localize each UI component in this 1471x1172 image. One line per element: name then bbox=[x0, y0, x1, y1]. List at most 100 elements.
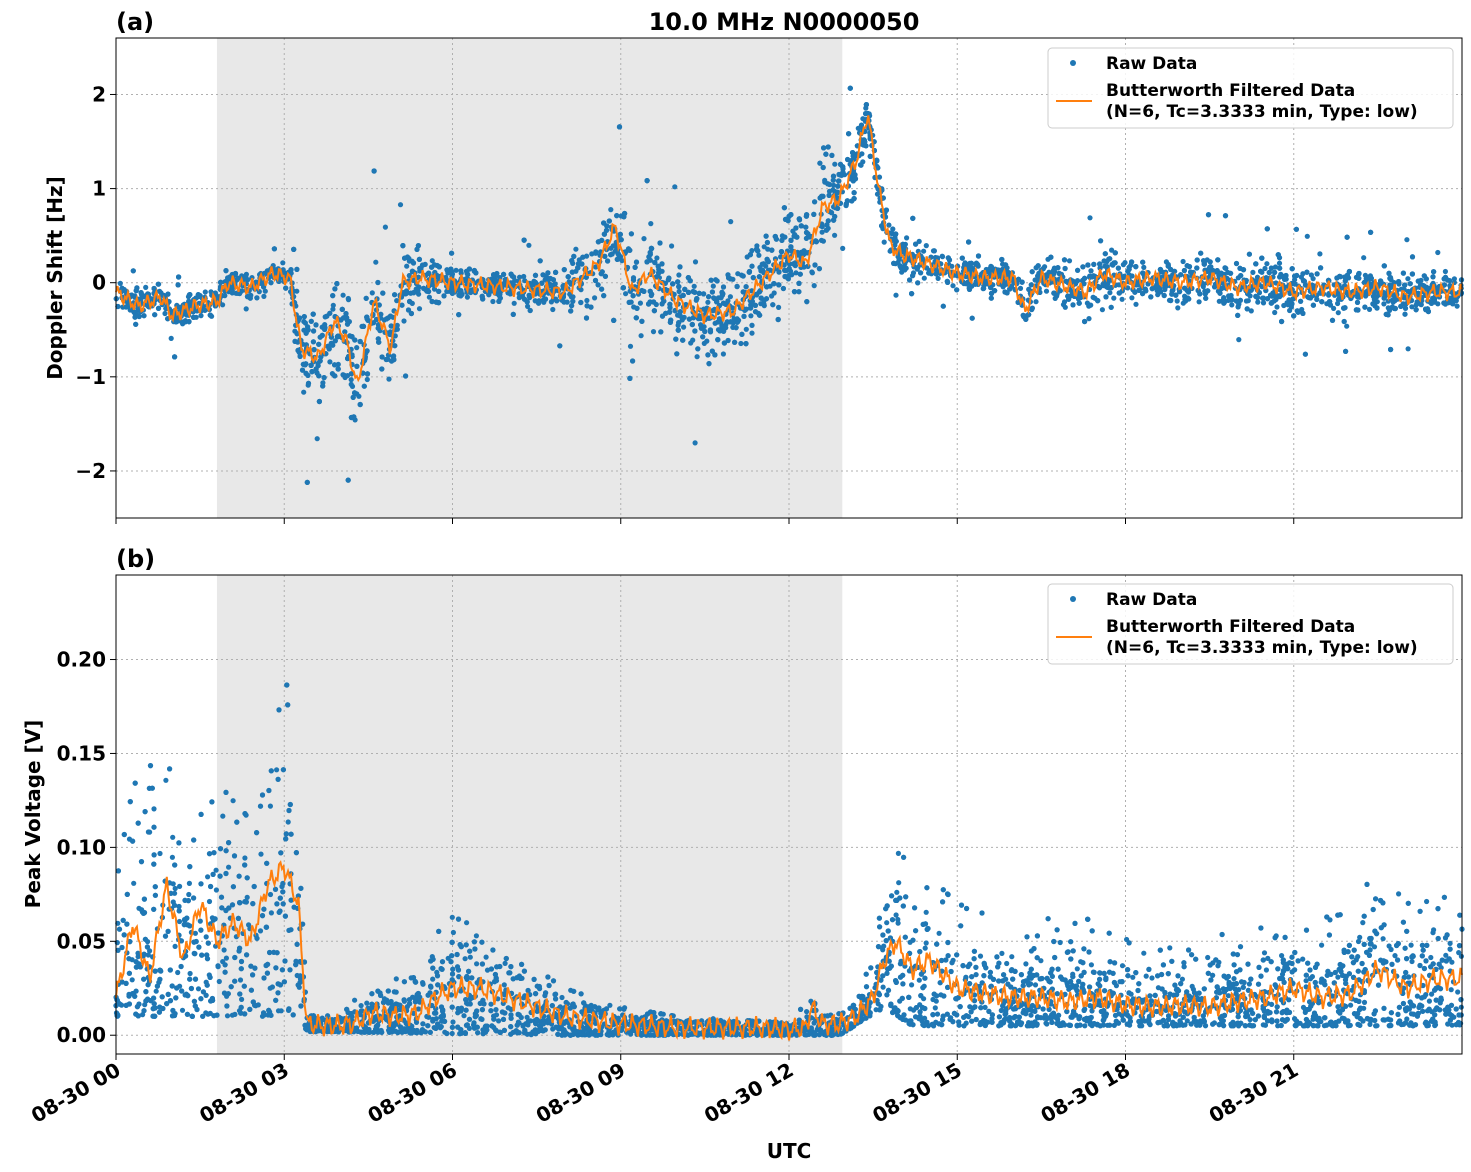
raw-data-point bbox=[659, 301, 665, 307]
raw-data-point bbox=[1098, 238, 1104, 244]
raw-data-point bbox=[361, 383, 367, 389]
raw-data-point bbox=[721, 340, 728, 346]
raw-data-point bbox=[1028, 282, 1034, 288]
raw-data-point bbox=[155, 281, 161, 287]
raw-data-point bbox=[295, 347, 301, 353]
raw-data-point bbox=[804, 299, 810, 305]
raw-data-point bbox=[1409, 304, 1415, 310]
raw-data-point bbox=[1389, 304, 1395, 310]
raw-data-point bbox=[881, 239, 887, 245]
raw-data-point bbox=[1196, 299, 1202, 305]
raw-data-point bbox=[1308, 272, 1314, 278]
raw-data-point bbox=[931, 248, 937, 254]
raw-data-point bbox=[262, 288, 268, 294]
raw-data-point bbox=[734, 283, 740, 290]
raw-data-point bbox=[1096, 285, 1103, 291]
raw-data-point bbox=[508, 271, 514, 277]
raw-data-point bbox=[675, 327, 681, 333]
raw-data-point bbox=[764, 256, 770, 262]
raw-data-point bbox=[846, 131, 852, 137]
raw-data-point bbox=[855, 125, 861, 131]
raw-data-point bbox=[1099, 307, 1105, 313]
raw-data-point bbox=[1317, 251, 1323, 257]
raw-data-point bbox=[709, 289, 716, 295]
raw-data-point bbox=[1309, 293, 1316, 299]
raw-data-point bbox=[836, 178, 842, 184]
raw-data-point bbox=[1441, 276, 1447, 282]
raw-data-point bbox=[828, 210, 835, 216]
raw-data-point bbox=[301, 389, 307, 395]
raw-data-point bbox=[1423, 306, 1429, 312]
raw-data-point bbox=[1405, 346, 1411, 352]
raw-data-point bbox=[826, 192, 832, 198]
raw-data-point bbox=[756, 274, 763, 280]
raw-data-point bbox=[728, 219, 734, 225]
raw-data-point bbox=[1272, 269, 1278, 275]
raw-data-point bbox=[763, 233, 769, 239]
raw-data-point bbox=[1091, 261, 1097, 267]
raw-data-point bbox=[1363, 293, 1369, 299]
raw-data-point bbox=[939, 253, 945, 259]
raw-data-point bbox=[569, 303, 575, 309]
raw-data-point bbox=[1409, 254, 1416, 260]
raw-data-point bbox=[650, 329, 657, 335]
raw-data-point bbox=[727, 294, 734, 300]
raw-data-point bbox=[825, 181, 831, 187]
raw-data-point bbox=[532, 272, 539, 278]
raw-data-point bbox=[630, 293, 636, 299]
raw-data-point bbox=[526, 242, 532, 248]
raw-data-point bbox=[1205, 212, 1212, 218]
raw-data-point bbox=[536, 298, 542, 304]
raw-data-point bbox=[940, 303, 946, 309]
raw-data-point bbox=[592, 277, 599, 284]
raw-data-point bbox=[1413, 302, 1419, 308]
raw-data-point bbox=[1116, 290, 1122, 296]
raw-data-point bbox=[458, 270, 464, 276]
raw-data-point bbox=[310, 339, 316, 345]
raw-data-point bbox=[330, 302, 336, 308]
raw-data-point bbox=[280, 260, 286, 266]
raw-data-point bbox=[152, 312, 158, 318]
raw-data-point bbox=[1205, 288, 1211, 294]
raw-data-point bbox=[1035, 263, 1041, 269]
raw-data-point bbox=[851, 196, 857, 202]
raw-data-point bbox=[891, 260, 897, 266]
raw-data-point bbox=[356, 393, 362, 399]
raw-data-point bbox=[1133, 264, 1139, 270]
raw-data-point bbox=[667, 319, 674, 325]
raw-data-point bbox=[676, 272, 682, 278]
raw-data-point bbox=[449, 250, 455, 256]
raw-data-point bbox=[322, 325, 328, 331]
raw-data-point bbox=[397, 202, 404, 208]
raw-data-point bbox=[511, 300, 517, 306]
raw-data-point bbox=[254, 295, 260, 301]
raw-data-point bbox=[345, 477, 351, 483]
raw-data-point bbox=[1126, 266, 1132, 272]
raw-data-point bbox=[327, 359, 333, 365]
raw-data-point bbox=[521, 273, 527, 280]
raw-data-point bbox=[1033, 299, 1039, 305]
raw-data-point bbox=[769, 293, 775, 299]
raw-data-point bbox=[617, 231, 623, 237]
raw-data-point bbox=[441, 293, 447, 299]
raw-data-point bbox=[354, 345, 360, 351]
raw-data-point bbox=[830, 173, 837, 179]
raw-data-point bbox=[1090, 294, 1096, 300]
raw-data-point bbox=[340, 292, 346, 298]
raw-data-point bbox=[256, 289, 262, 295]
raw-data-point bbox=[710, 283, 716, 289]
raw-data-point bbox=[1184, 263, 1190, 269]
raw-data-point bbox=[701, 291, 707, 297]
raw-data-point bbox=[698, 322, 704, 328]
raw-data-point bbox=[820, 238, 827, 244]
raw-data-point bbox=[1404, 237, 1410, 243]
raw-data-point bbox=[680, 337, 686, 343]
raw-data-point bbox=[897, 263, 903, 269]
raw-data-point bbox=[850, 150, 856, 156]
raw-data-point bbox=[186, 292, 192, 298]
raw-data-point bbox=[1269, 300, 1275, 306]
raw-data-point bbox=[1356, 270, 1362, 277]
raw-data-point bbox=[689, 321, 695, 328]
raw-data-point bbox=[910, 273, 916, 279]
